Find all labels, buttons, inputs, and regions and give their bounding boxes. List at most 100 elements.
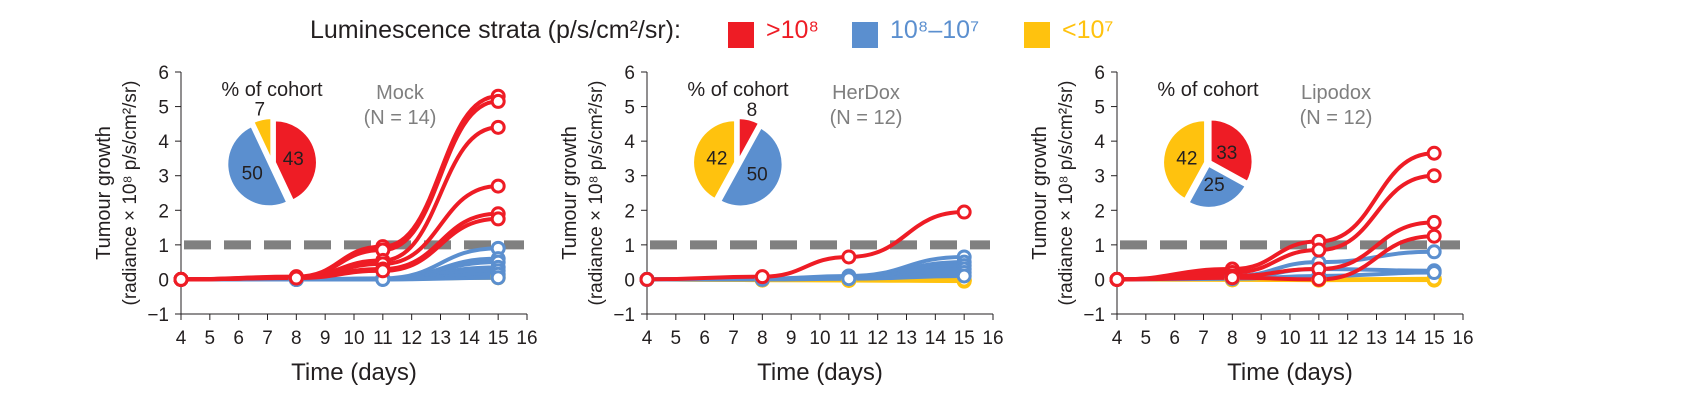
chart0-pie-slice-high bbox=[273, 119, 318, 202]
chart0-pie-title: % of cohort bbox=[221, 79, 323, 101]
chart0-x-axis-label: Time (days) bbox=[291, 359, 417, 386]
chart1-pie-slice-high bbox=[737, 117, 761, 161]
chart1-data-point-high bbox=[754, 269, 770, 285]
chart0-data-point-high bbox=[288, 270, 304, 286]
chart0-y-tick-label: 5 bbox=[158, 98, 169, 119]
chart2-y-tick-label: 3 bbox=[1094, 167, 1105, 188]
chart0-pie-slice-low bbox=[252, 117, 273, 161]
chart0-pie-label-high: 43 bbox=[283, 149, 304, 170]
chart1-x-tick-label: 13 bbox=[896, 328, 917, 349]
chart1-panel-n: (N = 12) bbox=[830, 107, 903, 129]
chart1-y-tick-label: 2 bbox=[624, 201, 635, 222]
chart0-x-tick-label: 7 bbox=[262, 328, 273, 349]
chart1-x-tick-label: 14 bbox=[925, 328, 947, 349]
chart0-data-point-mid bbox=[490, 270, 506, 286]
chart2-pie-label-high: 33 bbox=[1216, 143, 1237, 164]
chart2-x-tick-label: 13 bbox=[1366, 328, 1387, 349]
chart2-x-tick-label: 7 bbox=[1198, 328, 1209, 349]
chart2-data-point-high bbox=[1311, 242, 1327, 258]
chart1-pie-label-high: 8 bbox=[747, 100, 758, 121]
chart2-series-line-high bbox=[1115, 234, 1437, 282]
legend-label-high: >10⁸ bbox=[766, 16, 819, 44]
chart2-y-tick-label: 2 bbox=[1094, 201, 1105, 222]
chart2-series-line-high bbox=[1115, 173, 1437, 282]
chart0-data-point-high bbox=[375, 263, 391, 279]
chart0-series-line-high bbox=[179, 216, 501, 282]
chart0-panel-n: (N = 14) bbox=[364, 107, 437, 129]
chart1-data-point-mid bbox=[956, 268, 972, 284]
chart2-x-tick-label: 5 bbox=[1141, 328, 1152, 349]
chart2-pie-slice-low bbox=[1162, 119, 1207, 201]
chart2-x-tick-label: 8 bbox=[1227, 328, 1238, 349]
chart1-data-point-high bbox=[639, 271, 655, 287]
chart1-y-tick-label: 1 bbox=[624, 236, 635, 257]
chart2-panel-title: Lipodox bbox=[1301, 82, 1371, 104]
chart2-data-point-high bbox=[1426, 168, 1442, 184]
chart1-y-axis-label-unit: (radiance × 10⁸ p/s/cm²/sr) bbox=[586, 80, 607, 305]
strata-legend: Luminescence strata (p/s/cm²/sr): >10⁸ 1… bbox=[0, 8, 1686, 58]
chart0-pie-slice-mid bbox=[226, 124, 289, 208]
chart1-x-tick-label: 6 bbox=[699, 328, 710, 349]
chart0-y-tick-label: 0 bbox=[158, 270, 169, 291]
chart2-x-tick-label: 6 bbox=[1169, 328, 1180, 349]
chart0-y-axis-label: Tumour growth bbox=[93, 126, 115, 260]
chart2-panel-n: (N = 12) bbox=[1300, 107, 1373, 129]
chart2-y-tick-label: 5 bbox=[1094, 98, 1105, 119]
chart1-data-point-high bbox=[841, 249, 857, 265]
chart0-y-tick-label: 6 bbox=[158, 63, 169, 84]
chart0-x-tick-label: 13 bbox=[430, 328, 451, 349]
chart1-x-tick-label: 12 bbox=[867, 328, 888, 349]
chart1-x-axis-label: Time (days) bbox=[757, 359, 883, 386]
legend-swatch-low bbox=[1024, 22, 1050, 48]
chart0-x-tick-label: 15 bbox=[488, 328, 509, 349]
chart1-panel-title: HerDox bbox=[832, 82, 900, 104]
chart2-pie-title: % of cohort bbox=[1157, 79, 1259, 101]
chart1-x-tick-label: 5 bbox=[671, 328, 682, 349]
chart1-pie-label-low: 42 bbox=[706, 149, 727, 170]
chart1-series-line-high bbox=[645, 210, 967, 282]
chart0-x-tick-label: 9 bbox=[320, 328, 331, 349]
panel-mock: −1 0 1 2 3 4 5 6 4 5 6 7 8 9 10 11 12 13 14 15 16 Time (days)… bbox=[80, 60, 620, 414]
chart0-y-tick-label: 3 bbox=[158, 167, 169, 188]
chart0-x-tick-label: 8 bbox=[291, 328, 302, 349]
chart0-x-tick-label: 10 bbox=[343, 328, 364, 349]
legend-title: Luminescence strata (p/s/cm²/sr): bbox=[310, 16, 681, 44]
chart0-pie-label-low: 7 bbox=[254, 99, 265, 120]
chart1-y-tick-label: 4 bbox=[624, 132, 635, 153]
chart0-series-line-high bbox=[179, 99, 501, 282]
chart0-data-point-high bbox=[490, 211, 506, 227]
chart1-x-tick-label: 9 bbox=[786, 328, 797, 349]
chart2-pie-label-mid: 25 bbox=[1204, 175, 1225, 196]
chart1-x-tick-label: 10 bbox=[809, 328, 830, 349]
chart2-x-tick-label: 11 bbox=[1309, 328, 1329, 349]
chart2-pie-slice-high bbox=[1209, 118, 1254, 184]
chart1-y-tick-label: −1 bbox=[613, 305, 635, 326]
chart2-data-point-high bbox=[1109, 271, 1125, 287]
chart0-y-tick-label: 1 bbox=[158, 236, 169, 257]
chart2-x-tick-label: 12 bbox=[1337, 328, 1358, 349]
chart2-y-axis-label: Tumour growth bbox=[1029, 126, 1051, 260]
panel-lipodox: −1 0 1 2 3 4 5 6 4 5 6 7 8 9 10 11 12 13 14 15 16 Time (days)… bbox=[1016, 60, 1556, 414]
chart2-y-tick-label: 1 bbox=[1094, 236, 1105, 257]
chart0-data-point-high bbox=[173, 271, 189, 287]
chart2-x-tick-label: 4 bbox=[1112, 328, 1123, 349]
chart2-data-point-high bbox=[1426, 214, 1442, 230]
chart0-y-axis-label-unit: (radiance × 10⁸ p/s/cm²/sr) bbox=[120, 80, 141, 305]
chart2-data-point-high bbox=[1426, 228, 1442, 244]
chart1-pie-label-mid: 50 bbox=[747, 165, 768, 186]
chart1-y-tick-label: 0 bbox=[624, 270, 635, 291]
chart2-pie-label-low: 42 bbox=[1176, 149, 1197, 170]
chart0-y-tick-label: 4 bbox=[158, 132, 169, 153]
chart1-x-tick-label: 4 bbox=[642, 328, 653, 349]
chart2-data-point-mid bbox=[1426, 265, 1442, 281]
chart2-x-tick-label: 9 bbox=[1256, 328, 1267, 349]
chart2-x-tick-label: 14 bbox=[1395, 328, 1417, 349]
legend-swatch-high bbox=[728, 22, 754, 48]
chart0-pie-label-mid: 50 bbox=[242, 163, 263, 184]
chart1-x-tick-label: 15 bbox=[954, 328, 975, 349]
legend-swatch-mid bbox=[852, 22, 878, 48]
chart1-y-tick-label: 3 bbox=[624, 167, 635, 188]
